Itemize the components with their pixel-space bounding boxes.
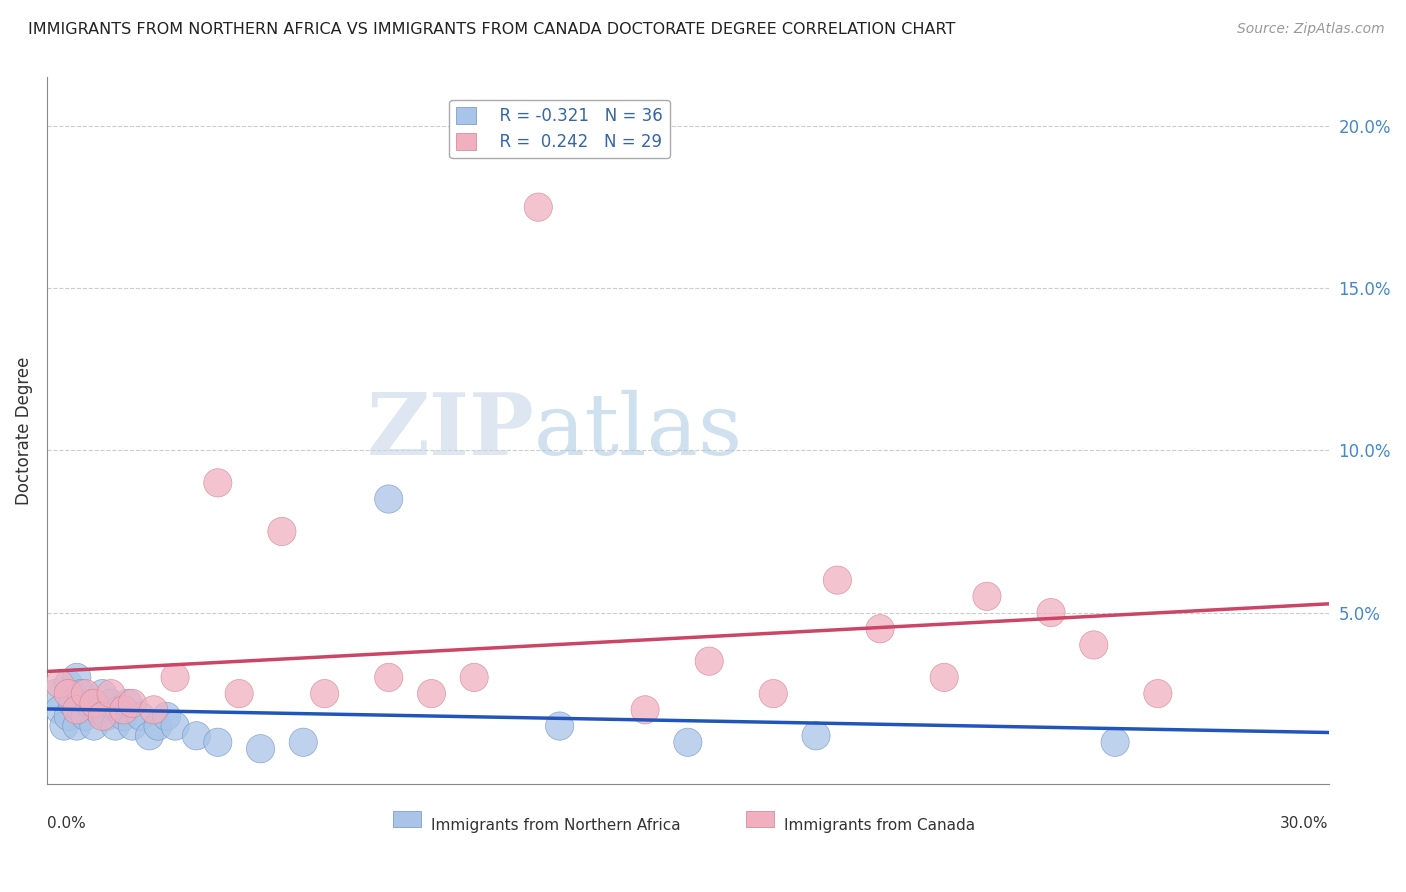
Ellipse shape — [97, 680, 125, 707]
Ellipse shape — [204, 728, 232, 756]
Ellipse shape — [55, 680, 83, 707]
Text: Immigrants from Northern Africa: Immigrants from Northern Africa — [432, 818, 681, 833]
FancyBboxPatch shape — [745, 812, 773, 827]
Ellipse shape — [183, 722, 211, 750]
Ellipse shape — [267, 517, 297, 546]
Text: Immigrants from Canada: Immigrants from Canada — [785, 818, 976, 833]
Ellipse shape — [801, 722, 830, 750]
Ellipse shape — [160, 712, 190, 740]
Ellipse shape — [93, 702, 121, 731]
Ellipse shape — [1101, 728, 1129, 756]
Ellipse shape — [160, 664, 190, 691]
Ellipse shape — [41, 680, 69, 707]
Ellipse shape — [80, 690, 108, 717]
Ellipse shape — [55, 670, 83, 698]
Ellipse shape — [59, 690, 87, 717]
Text: ZIP: ZIP — [366, 389, 534, 473]
Ellipse shape — [225, 680, 253, 707]
Ellipse shape — [374, 664, 404, 691]
Ellipse shape — [63, 696, 91, 724]
Ellipse shape — [105, 696, 134, 724]
Ellipse shape — [80, 712, 108, 740]
Ellipse shape — [72, 702, 100, 731]
Ellipse shape — [45, 696, 73, 724]
Ellipse shape — [1038, 599, 1066, 627]
Ellipse shape — [246, 735, 274, 763]
Ellipse shape — [311, 680, 339, 707]
Text: IMMIGRANTS FROM NORTHERN AFRICA VS IMMIGRANTS FROM CANADA DOCTORATE DEGREE CORRE: IMMIGRANTS FROM NORTHERN AFRICA VS IMMIG… — [28, 22, 956, 37]
Ellipse shape — [97, 690, 125, 717]
Ellipse shape — [118, 690, 146, 717]
FancyBboxPatch shape — [394, 812, 422, 827]
Ellipse shape — [374, 485, 404, 513]
Ellipse shape — [67, 696, 96, 724]
Ellipse shape — [290, 728, 318, 756]
Ellipse shape — [460, 664, 488, 691]
Ellipse shape — [631, 696, 659, 724]
Ellipse shape — [673, 728, 702, 756]
Ellipse shape — [45, 670, 73, 698]
Ellipse shape — [524, 193, 553, 221]
Ellipse shape — [824, 566, 852, 594]
Ellipse shape — [127, 702, 155, 731]
Ellipse shape — [114, 690, 142, 717]
Ellipse shape — [72, 680, 100, 707]
Ellipse shape — [695, 647, 723, 675]
Ellipse shape — [89, 680, 117, 707]
Y-axis label: Doctorate Degree: Doctorate Degree — [15, 357, 32, 505]
Ellipse shape — [135, 722, 163, 750]
Ellipse shape — [76, 690, 104, 717]
Ellipse shape — [63, 664, 91, 691]
Text: atlas: atlas — [534, 389, 744, 473]
Ellipse shape — [418, 680, 446, 707]
Ellipse shape — [759, 680, 787, 707]
Legend:   R = -0.321   N = 36,   R =  0.242   N = 29: R = -0.321 N = 36, R = 0.242 N = 29 — [450, 100, 669, 158]
Ellipse shape — [63, 712, 91, 740]
Ellipse shape — [89, 702, 117, 731]
Text: Source: ZipAtlas.com: Source: ZipAtlas.com — [1237, 22, 1385, 37]
Ellipse shape — [931, 664, 959, 691]
Text: 0.0%: 0.0% — [46, 816, 86, 831]
Ellipse shape — [1080, 631, 1108, 659]
Ellipse shape — [67, 680, 96, 707]
Ellipse shape — [973, 582, 1001, 610]
Ellipse shape — [110, 702, 138, 731]
Ellipse shape — [1143, 680, 1173, 707]
Ellipse shape — [84, 696, 112, 724]
Ellipse shape — [204, 468, 232, 497]
Ellipse shape — [546, 712, 574, 740]
Ellipse shape — [101, 712, 129, 740]
Ellipse shape — [118, 712, 146, 740]
Ellipse shape — [110, 696, 138, 724]
Ellipse shape — [139, 696, 167, 724]
Ellipse shape — [152, 702, 180, 731]
Ellipse shape — [55, 702, 83, 731]
Text: 30.0%: 30.0% — [1281, 816, 1329, 831]
Ellipse shape — [143, 712, 172, 740]
Ellipse shape — [49, 712, 79, 740]
Ellipse shape — [866, 615, 894, 643]
